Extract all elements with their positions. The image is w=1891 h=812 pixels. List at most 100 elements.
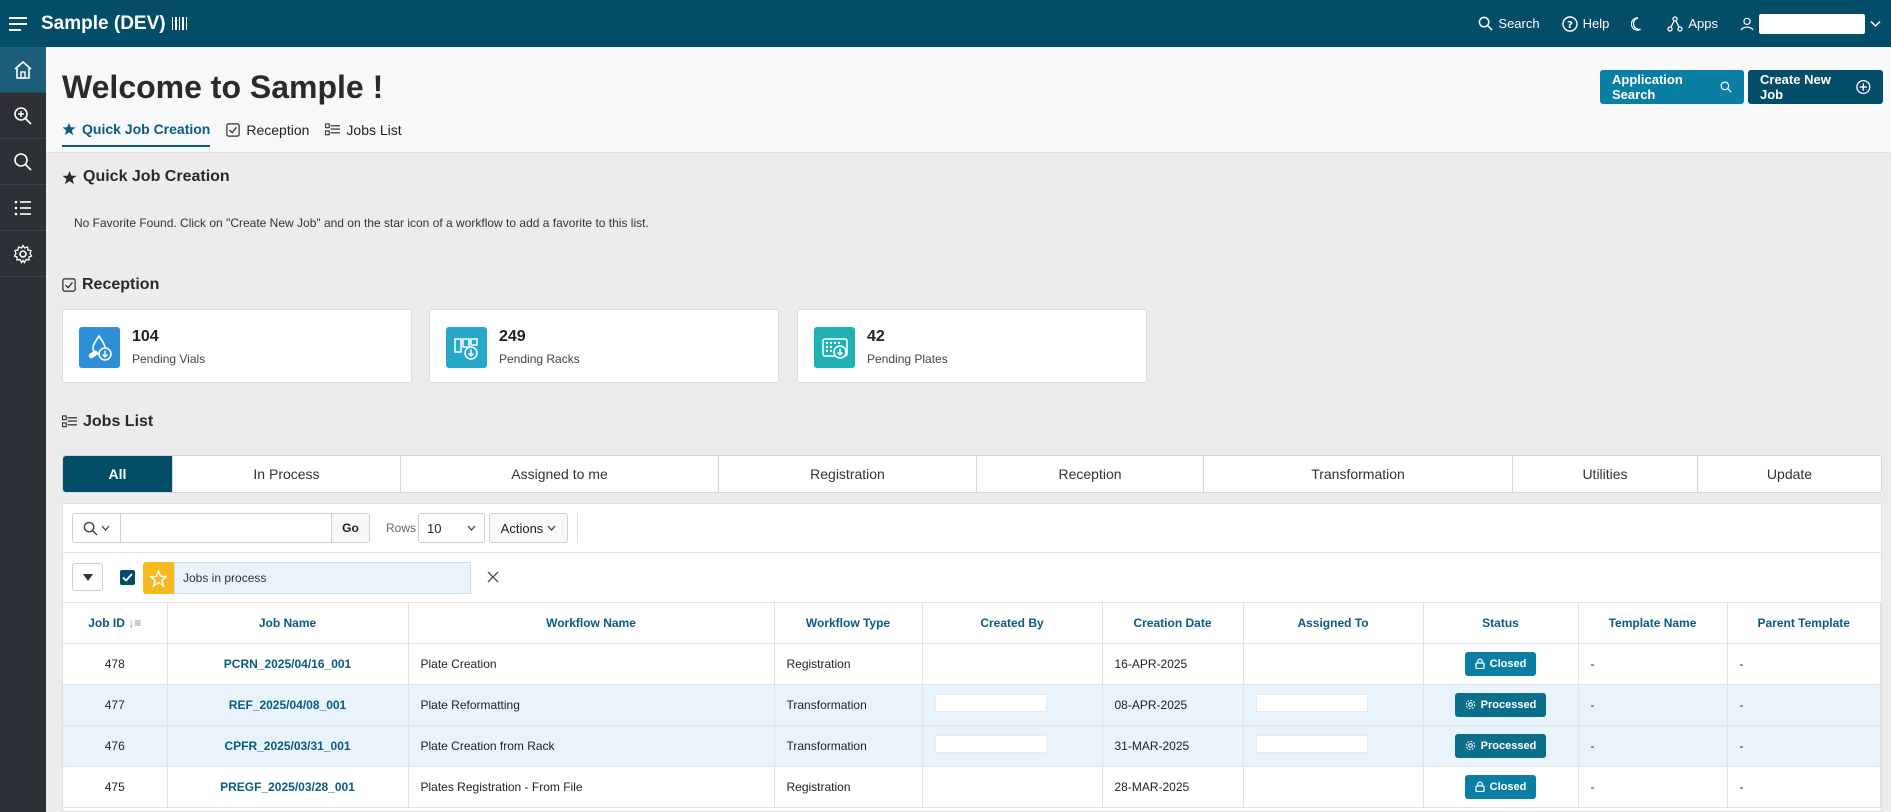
- column-header-workflow-type[interactable]: Workflow Type: [774, 603, 923, 644]
- creation-date-cell: 08-APR-2025: [1102, 684, 1244, 726]
- status-cell: Closed: [1423, 766, 1579, 808]
- section-title-text: Jobs List: [83, 413, 154, 430]
- pending-vials-label: Pending Vials: [132, 352, 206, 366]
- go-button[interactable]: Go: [331, 514, 369, 542]
- star-icon: [62, 170, 77, 184]
- workflow-name-cell: Plates Registration - From File: [408, 766, 775, 808]
- active-filter-label[interactable]: Jobs in process: [174, 562, 471, 594]
- job-name-link[interactable]: REF_2025/04/08_001: [167, 684, 409, 726]
- rows-per-page-select[interactable]: 10: [418, 513, 485, 543]
- workflow-type-cell: Registration: [774, 643, 923, 685]
- sidebar-item-settings[interactable]: [0, 231, 46, 277]
- dark-mode-toggle[interactable]: [1631, 16, 1645, 31]
- workflow-name-cell: Plate Creation: [408, 643, 775, 685]
- tab-reception[interactable]: Reception: [226, 121, 309, 147]
- create-new-job-button[interactable]: Create New Job: [1748, 70, 1883, 104]
- caret-down-icon: [82, 573, 93, 581]
- filter-tab-in-process[interactable]: In Process: [173, 456, 401, 492]
- rows-label: Rows: [386, 521, 417, 535]
- filter-tab-assigned-to-me[interactable]: Assigned to me: [401, 456, 719, 492]
- tab-jobs-list[interactable]: Jobs List: [325, 121, 402, 147]
- column-header-job-id[interactable]: Job ID ↓≡: [63, 603, 168, 644]
- search-column-dropdown[interactable]: [73, 514, 121, 542]
- filter-tab-all[interactable]: All: [63, 456, 173, 492]
- table-row: 475 PREGF_2025/03/28_001 Plates Registra…: [63, 766, 1881, 808]
- page-tabs: Quick Job Creation Reception Jobs List: [62, 121, 402, 147]
- creation-date-cell: 28-MAR-2025: [1102, 766, 1244, 808]
- filter-tab-registration[interactable]: Registration: [719, 456, 977, 492]
- user-name-redacted: [1759, 13, 1865, 34]
- saved-filter-star-icon: [143, 562, 174, 594]
- apps-network-icon: [1667, 15, 1684, 32]
- pending-racks-card[interactable]: 249 Pending Racks: [429, 309, 779, 383]
- chevron-down-icon: [547, 525, 556, 531]
- check-icon: [122, 573, 133, 582]
- rows-value: 10: [427, 520, 442, 536]
- job-name-link[interactable]: PCRN_2025/04/16_001: [167, 643, 409, 685]
- header-help-button[interactable]: ? Help: [1561, 15, 1609, 32]
- report-search: Go: [72, 513, 370, 543]
- pending-vials-card[interactable]: 104 Pending Vials: [62, 309, 412, 383]
- app-title[interactable]: Sample (DEV): [41, 13, 188, 35]
- search-icon: [83, 521, 98, 536]
- column-header-template-name[interactable]: Template Name: [1578, 603, 1728, 644]
- hamburger-menu-icon[interactable]: [0, 0, 36, 47]
- sidebar-item-home[interactable]: [0, 47, 46, 93]
- created-by-cell: [922, 766, 1103, 808]
- active-filter-row: Jobs in process: [63, 553, 1881, 603]
- template-name-cell: -: [1578, 684, 1728, 726]
- checkbox-icon: [226, 123, 241, 137]
- status-badge: Processed: [1454, 733, 1547, 758]
- job-id-cell: 478: [63, 643, 168, 685]
- column-header-creation-date[interactable]: Creation Date: [1102, 603, 1244, 644]
- filter-tab-update[interactable]: Update: [1766, 466, 1813, 482]
- workflow-name-cell: Plate Reformatting: [408, 684, 775, 726]
- actions-menu-button[interactable]: Actions: [489, 513, 568, 543]
- column-header-job-name[interactable]: Job Name: [167, 603, 409, 644]
- job-filter-tabs: All In Process Assigned to me Registrati…: [62, 455, 1882, 493]
- column-header-status[interactable]: Status: [1423, 603, 1579, 644]
- filter-tab-utilities[interactable]: Utilities: [1513, 456, 1698, 492]
- collapse-filters-button[interactable]: [72, 563, 103, 591]
- jobs-report: Go Rows 10 Actions Jobs in process: [62, 503, 1882, 812]
- filter-tab-transformation[interactable]: Transformation: [1204, 456, 1513, 492]
- column-header-workflow-name[interactable]: Workflow Name: [408, 603, 775, 644]
- top-bar: Sample (DEV) Search ? Help Apps: [0, 0, 1891, 47]
- sidebar-item-search[interactable]: [0, 139, 46, 185]
- report-search-input[interactable]: [121, 514, 331, 542]
- sidebar-item-zoom[interactable]: [0, 93, 46, 139]
- gear-icon: [1465, 699, 1475, 710]
- gear-icon: [13, 243, 33, 264]
- status-cell: Closed: [1423, 643, 1579, 685]
- search-icon: [14, 152, 32, 171]
- gear-icon: [1465, 740, 1475, 751]
- remove-filter-close-icon[interactable]: [487, 570, 499, 588]
- header-search-label: Search: [1498, 16, 1540, 31]
- pending-racks-count: 249: [499, 328, 526, 345]
- lock-icon: [1475, 781, 1485, 792]
- job-name-link[interactable]: CPFR_2025/03/31_001: [167, 725, 409, 767]
- assigned-to-cell: [1243, 766, 1424, 808]
- actions-label: Actions: [500, 520, 544, 536]
- column-header-created-by[interactable]: Created By: [922, 603, 1103, 644]
- parent-template-cell: -: [1727, 725, 1881, 767]
- sidebar-item-list[interactable]: [0, 185, 46, 231]
- star-icon: [62, 122, 76, 136]
- tab-quick-job-creation[interactable]: Quick Job Creation: [62, 121, 211, 147]
- template-name-cell: -: [1578, 643, 1728, 685]
- application-search-button[interactable]: Application Search: [1600, 70, 1744, 104]
- column-header-parent-template[interactable]: Parent Template: [1727, 603, 1881, 644]
- created-by-cell: [922, 684, 1103, 726]
- header-apps-button[interactable]: Apps: [1667, 15, 1718, 32]
- header-search-button[interactable]: Search: [1478, 16, 1540, 31]
- application-search-label: Application Search: [1612, 72, 1683, 102]
- racks-download-icon: [446, 327, 487, 368]
- job-name-link[interactable]: PREGF_2025/03/28_001: [167, 766, 409, 808]
- report-toolbar: Go Rows 10 Actions: [63, 504, 1881, 553]
- pending-plates-card[interactable]: 42 Pending Plates: [797, 309, 1147, 383]
- chevron-down-icon: [1870, 20, 1881, 27]
- column-header-assigned-to[interactable]: Assigned To: [1243, 603, 1424, 644]
- filter-tab-reception[interactable]: Reception: [977, 456, 1204, 492]
- user-menu[interactable]: [1740, 13, 1881, 34]
- filter-enabled-checkbox[interactable]: [120, 570, 135, 585]
